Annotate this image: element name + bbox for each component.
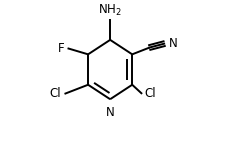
Text: Cl: Cl [50, 87, 62, 100]
Text: NH$_2$: NH$_2$ [98, 3, 122, 18]
Text: N: N [106, 106, 114, 119]
Text: F: F [58, 42, 65, 55]
Text: N: N [169, 37, 177, 50]
Text: Cl: Cl [144, 87, 156, 100]
